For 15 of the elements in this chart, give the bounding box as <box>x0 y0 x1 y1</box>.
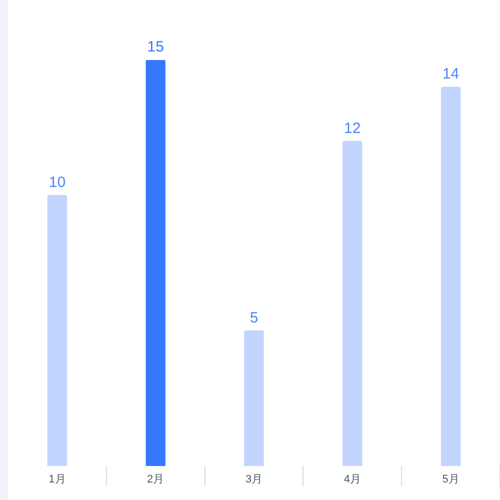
data-label: 5 <box>250 309 258 326</box>
data-label: 15 <box>147 38 164 56</box>
bar <box>342 140 362 466</box>
data-label: 12 <box>344 120 361 137</box>
bar <box>146 60 166 466</box>
bar <box>244 330 264 466</box>
x-tick-label: 3月 <box>245 474 263 486</box>
x-tick-label: 4月 <box>344 474 361 486</box>
x-tick-label: 2月 <box>147 474 164 486</box>
data-label: 10 <box>48 174 66 191</box>
x-tick-label: 5月 <box>442 474 460 486</box>
bar <box>440 86 461 466</box>
x-tick-label: 1月 <box>48 474 66 486</box>
data-label: 14 <box>442 66 460 83</box>
bar <box>47 195 68 466</box>
